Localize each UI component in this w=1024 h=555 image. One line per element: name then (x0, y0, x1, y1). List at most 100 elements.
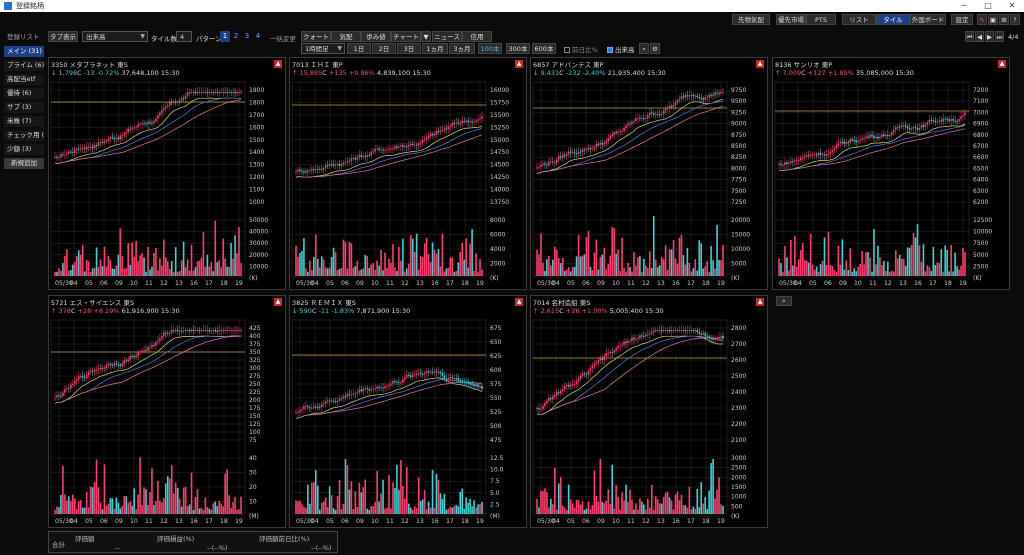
preferred-market-button[interactable]: 優先市場 (776, 14, 806, 25)
sidebar-item-sub[interactable]: サブ (3) (4, 102, 44, 113)
prev-close-pct-checkbox[interactable]: 前日比% (564, 44, 598, 54)
alert-icon[interactable]: ▲ (515, 60, 523, 68)
pattern-1-button[interactable]: 1 (220, 31, 230, 42)
candle-body (129, 356, 131, 360)
zoom-icon[interactable]: ⌕ (639, 43, 649, 54)
sidebar-item-check[interactable]: チェック用 ( (4, 130, 44, 141)
period-1m-button[interactable]: 1ヵ月 (422, 43, 448, 54)
foreign-board-button[interactable]: 外国ボード (910, 14, 946, 25)
bulk-credit-button[interactable]: 信用 (462, 31, 492, 42)
sidebar-item-benefits[interactable]: 優待 (6) (4, 88, 44, 99)
period-3m-button[interactable]: 3ヵ月 (449, 43, 475, 54)
candlestick-chart[interactable]: 1900180017001600150014001300120011001000… (49, 80, 285, 290)
futures-quote-button[interactable]: 先物気配 (732, 14, 770, 25)
tile-view-button[interactable]: タイル (876, 14, 910, 25)
bars-100-button[interactable]: 100本 (478, 43, 502, 54)
help-icon[interactable]: ? (1010, 14, 1020, 25)
candlestick-chart[interactable]: 7200710070006900680067006600650064006300… (773, 80, 1009, 290)
volume-axis-label: (M) (249, 513, 259, 520)
stock-tile[interactable]: 8136 サンリオ 東P ▲ ↑ 7,009C +127 +1.85% 35,085… (772, 57, 1010, 290)
price-axis-label: 2300 (731, 405, 746, 412)
sidebar-item-main[interactable]: メイン (31) (4, 46, 44, 57)
volume-checkbox[interactable]: 出来高 (607, 44, 635, 54)
candle-body (62, 392, 64, 397)
sort-select[interactable]: 出来高 ▼ (82, 31, 148, 42)
bars-600-button[interactable]: 600本 (532, 43, 556, 54)
last-page-icon[interactable]: ⏭ (995, 31, 1004, 42)
stock-tile[interactable]: 7014 名村造船 東S ▲ ↑ 2,615C +26 +1.00% 5,005,4… (530, 295, 768, 528)
pattern-3-button[interactable]: 3 (244, 32, 250, 40)
next-page-icon[interactable]: ▶ (985, 31, 994, 42)
period-1d-button[interactable]: 1日 (347, 43, 371, 54)
volume-bar (819, 264, 822, 276)
candle-body (149, 347, 151, 349)
candlestick-chart[interactable]: 2800270026002500240023002200210030002500… (531, 318, 767, 528)
alert-icon[interactable]: ▲ (756, 60, 764, 68)
search-icon[interactable]: ⌕ (776, 296, 792, 306)
volume-bar (825, 264, 828, 276)
tile-count-stepper[interactable]: 4 (176, 31, 192, 42)
alert-icon[interactable]: ▲ (756, 298, 764, 306)
bulk-chart-button[interactable]: チャート (391, 31, 421, 42)
candlestick-chart[interactable]: 4254003753503253002752502252001751501251… (49, 318, 285, 528)
bulk-quote-button[interactable]: クォート (301, 31, 331, 42)
date-axis-label: 12 (884, 280, 892, 287)
minimize-button[interactable]: ─ (961, 1, 967, 10)
candle-body (563, 154, 566, 156)
volume-bar (889, 271, 891, 276)
volume-bar (131, 505, 133, 514)
list-view-button[interactable]: リスト (842, 14, 876, 25)
alert-icon[interactable]: ▲ (515, 298, 523, 306)
candlestick-chart[interactable]: 1600015750155001525015000147501450014250… (290, 80, 526, 290)
stock-tile[interactable]: 7013 ＩＨＩ 東P ▲ ↑ 15,885C +135 +0.86% 4,839,… (289, 57, 527, 290)
volume-bar (157, 270, 159, 276)
candle-body (60, 396, 62, 397)
candle-body (910, 128, 913, 130)
volume-bar (360, 269, 363, 276)
date-axis-label: 19 (717, 518, 725, 525)
sidebar-item-high-dividend[interactable]: 高配当etf (4, 74, 44, 85)
period-3d-button[interactable]: 3日 (397, 43, 421, 54)
sidebar-item-us-stocks[interactable]: 米株 (7) (4, 116, 44, 127)
brush-icon[interactable]: ✎ (977, 14, 987, 25)
maximize-button[interactable]: □ (984, 1, 992, 10)
sidebar-item-prime[interactable]: プライム (6) (4, 60, 44, 71)
settings-button[interactable]: 設定 (951, 14, 973, 25)
pts-button[interactable]: PTS (806, 14, 836, 25)
stock-tile[interactable]: 3350 メタプラネット 東S ▲ ↓ 1,798C -13 -0.72% 37,6… (48, 57, 286, 290)
prev-page-icon[interactable]: ◀ (975, 31, 984, 42)
window-add-icon[interactable]: ⊞ (999, 14, 1009, 25)
bulk-ticks-button[interactable]: 歩み値 (361, 31, 391, 42)
candle-body (827, 153, 830, 155)
candlestick-chart[interactable]: 9750950092509000875085008250800077507500… (531, 80, 767, 290)
bulk-board-button[interactable]: 気配 (331, 31, 361, 42)
volume-bar (435, 253, 438, 276)
stock-tile[interactable]: 6857 アドバンテス 東P ▲ ↓ 9,431C -232 -2.40% 21,9… (530, 57, 768, 290)
bulk-news-button[interactable]: ニュース (432, 31, 462, 42)
chevron-down-icon[interactable]: ▼ (421, 31, 431, 42)
alert-icon[interactable]: ▲ (274, 60, 282, 68)
alert-icon[interactable]: ▲ (998, 60, 1006, 68)
close-button[interactable]: ✕ (1008, 1, 1016, 10)
candlestick-chart[interactable]: 67565062560057555052550047512.510.07.55.… (290, 318, 526, 528)
moving-average-line (536, 335, 723, 416)
bars-300-button[interactable]: 300本 (506, 43, 530, 54)
sidebar-item-small[interactable]: 少額 (3) (4, 144, 44, 155)
pattern-2-button[interactable]: 2 (233, 32, 239, 40)
alert-icon[interactable]: ▲ (274, 298, 282, 306)
first-page-icon[interactable]: ⏮ (965, 31, 974, 42)
add-list-button[interactable]: 新規追加 (4, 158, 44, 169)
settings-gear-icon[interactable]: ⚙ (650, 43, 660, 54)
tab-display-button[interactable]: タブ表示 (48, 31, 78, 42)
volume-bar (587, 230, 590, 276)
window-icon[interactable]: ▣ (988, 14, 998, 25)
stock-tile[interactable]: 3825 ＲＥＭＩＸ 東S ▲ ↓ 590C -11 -1.83% 7,871,90… (289, 295, 527, 528)
candle-body (117, 364, 120, 366)
period-2d-button[interactable]: 2日 (372, 43, 396, 54)
candle-body (396, 146, 398, 148)
volume-bar (415, 508, 418, 514)
stock-tile[interactable]: 5721 エス・サイエンス 東S ▲ ↑ 378C +28 +8.19% 61,91… (48, 295, 286, 528)
volume-bar (155, 247, 157, 276)
pattern-4-button[interactable]: 4 (255, 32, 261, 40)
period-select[interactable]: 1時間足 ▼ (301, 43, 345, 54)
